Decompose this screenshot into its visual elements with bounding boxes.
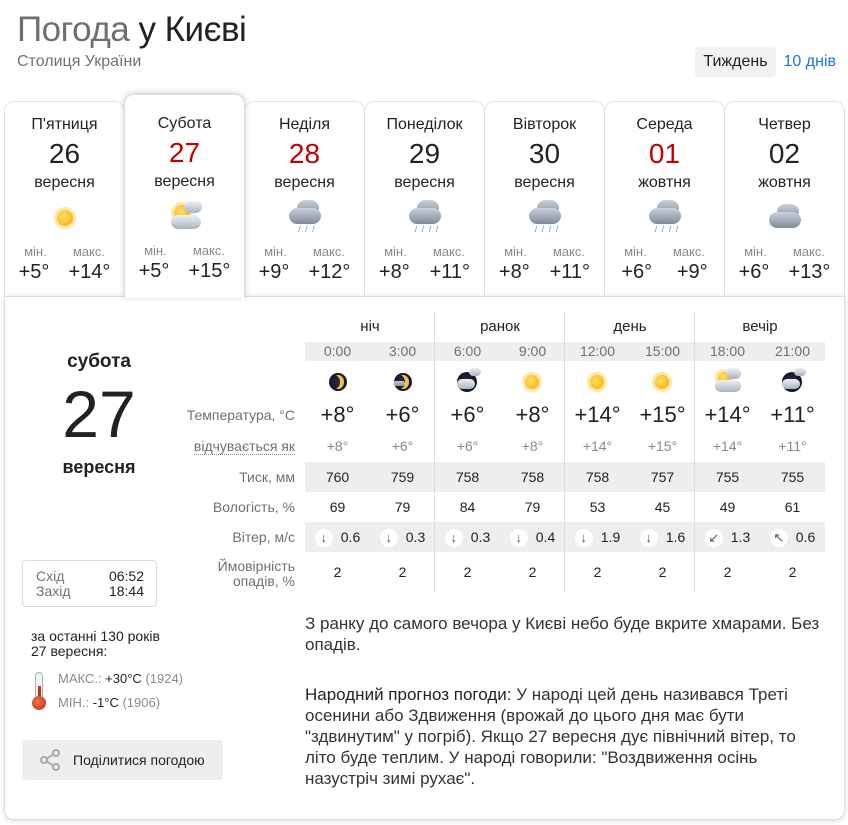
min-temp: +6° xyxy=(738,261,770,283)
page-subtitle: Столиця України xyxy=(17,53,142,70)
day-name: Понеділок xyxy=(386,116,463,133)
max-label: макс. xyxy=(552,244,585,259)
day-month: вересня xyxy=(34,174,95,191)
cloud-drizzle-icon: / / / xyxy=(285,200,325,236)
max-label: макс. xyxy=(792,244,825,259)
day-card-02[interactable]: Четвер 02 жовтня мін. макс. +6° +13° xyxy=(724,101,845,297)
share-weather-button[interactable]: Поділитися погодою xyxy=(22,740,223,780)
min-label: мін. xyxy=(144,243,167,258)
min-temp: +9° xyxy=(258,261,290,283)
day-details-panel xyxy=(4,296,845,820)
day-month: вересня xyxy=(514,174,575,191)
day-date: 27 xyxy=(168,137,201,168)
day-card-30[interactable]: Вівторок 30 вересня / / / / мін. макс. +8… xyxy=(484,101,605,297)
tab-week[interactable]: Тиждень xyxy=(695,47,776,77)
max-temp: +11° xyxy=(549,261,591,283)
max-temp: +12° xyxy=(308,261,351,283)
day-card-27[interactable]: Субота 27 вересня мін. макс. +5° +15° xyxy=(124,94,245,298)
day-card-01[interactable]: Середа 01 жовтня / / / / мін. макс. +6° +9… xyxy=(604,101,725,297)
min-temp: +8° xyxy=(498,261,530,283)
min-temp: +5° xyxy=(138,260,170,282)
day-name: Неділя xyxy=(279,116,330,133)
partly-cloudy-icon xyxy=(165,199,205,235)
min-label: мін. xyxy=(744,244,767,259)
min-temp: +6° xyxy=(621,261,653,283)
period-tabs: Тиждень 10 днів xyxy=(695,47,840,77)
tab-10-days[interactable]: 10 днів xyxy=(783,53,836,70)
max-label: макс. xyxy=(312,244,345,259)
sun-icon xyxy=(45,200,85,236)
day-date: 28 xyxy=(288,138,321,169)
min-label: мін. xyxy=(384,244,407,259)
max-temp: +9° xyxy=(676,261,708,283)
cloud-rain-icon: / / / / xyxy=(405,200,445,236)
day-date: 02 xyxy=(768,138,801,169)
day-name: Субота xyxy=(157,115,212,132)
min-label: мін. xyxy=(24,244,47,259)
cloud-rain-icon: / / / / xyxy=(645,200,685,236)
page-title: Погода у Києві xyxy=(17,10,247,49)
share-label: Поділитися погодою xyxy=(73,752,205,768)
day-name: Середа xyxy=(636,116,693,133)
day-month: вересня xyxy=(274,174,335,191)
day-date: 26 xyxy=(48,138,81,169)
max-temp: +14° xyxy=(68,261,111,283)
min-temp: +5° xyxy=(18,261,50,283)
min-label: мін. xyxy=(624,244,647,259)
max-label: макс. xyxy=(72,244,105,259)
min-label: мін. xyxy=(264,244,287,259)
day-card-29[interactable]: Понеділок 29 вересня / / / / мін. макс. +… xyxy=(364,101,485,297)
cloud-rain-icon: / / / / xyxy=(525,200,565,236)
min-label: мін. xyxy=(504,244,527,259)
cloudy-icon xyxy=(765,200,805,236)
max-temp: +13° xyxy=(788,261,831,283)
day-name: Четвер xyxy=(758,116,811,133)
day-date: 01 xyxy=(648,138,681,169)
day-date: 29 xyxy=(408,138,441,169)
max-temp: +11° xyxy=(429,261,471,283)
day-month: вересня xyxy=(394,174,455,191)
max-label: макс. xyxy=(672,244,705,259)
day-card-28[interactable]: Неділя 28 вересня / / / мін. макс. +9° +12… xyxy=(244,101,365,297)
max-label: макс. xyxy=(432,244,465,259)
day-month: вересня xyxy=(154,173,215,190)
min-temp: +8° xyxy=(378,261,410,283)
share-icon xyxy=(40,749,60,771)
day-date: 30 xyxy=(528,138,561,169)
day-card-26[interactable]: П'ятниця 26 вересня мін. макс. +5° +14° xyxy=(4,101,125,297)
max-temp: +15° xyxy=(188,260,231,282)
day-month: жовтня xyxy=(638,174,691,191)
day-month: жовтня xyxy=(758,174,811,191)
day-name: П'ятниця xyxy=(31,116,98,133)
day-name: Вівторок xyxy=(512,116,577,133)
max-label: макс. xyxy=(192,243,225,258)
